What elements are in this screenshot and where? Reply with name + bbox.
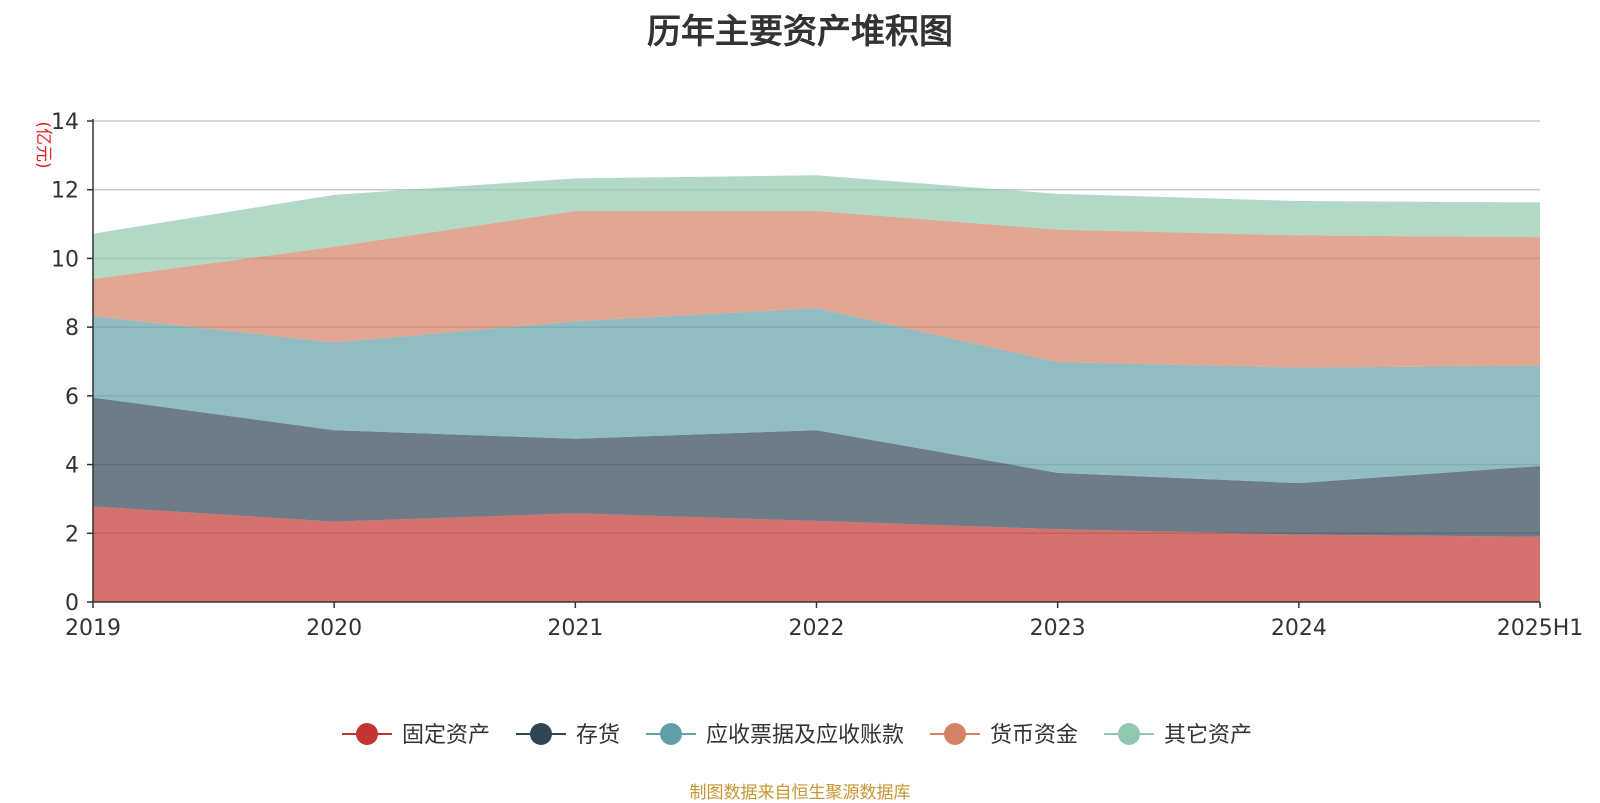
y-tick-label: 0 <box>65 591 79 616</box>
legend-label: 应收票据及应收账款 <box>706 723 904 748</box>
x-tick-label: 2020 <box>306 616 362 641</box>
legend: 固定资产 存货 应收票据及应收账款 货币资金 其它资产 <box>342 723 1252 748</box>
legend-marker <box>356 723 378 745</box>
legend-item: 存货 <box>516 723 620 748</box>
legend-label: 固定资产 <box>402 723 490 748</box>
legend-marker <box>1118 723 1140 745</box>
legend-item: 固定资产 <box>342 723 490 748</box>
x-tick-label: 2021 <box>547 616 603 641</box>
y-tick-label: 8 <box>65 316 79 341</box>
legend-item: 应收票据及应收账款 <box>646 723 904 748</box>
legend-label: 其它资产 <box>1164 723 1252 748</box>
y-tick-label: 2 <box>65 522 79 547</box>
legend-marker <box>660 723 682 745</box>
area-layer <box>93 175 1540 602</box>
legend-item: 货币资金 <box>930 723 1078 748</box>
y-tick-label: 12 <box>51 179 79 204</box>
source-note: 制图数据来自恒生聚源数据库 <box>0 778 1600 803</box>
x-tick-label: 2023 <box>1030 616 1086 641</box>
legend-item: 其它资产 <box>1104 723 1252 748</box>
legend-marker <box>530 723 552 745</box>
y-tick-label: 4 <box>65 454 79 479</box>
y-tick-label: 14 <box>51 110 79 135</box>
legend-label: 存货 <box>576 723 620 748</box>
x-tick-label: 2024 <box>1271 616 1327 641</box>
legend-marker <box>944 723 966 745</box>
x-tick-label: 2022 <box>789 616 845 641</box>
y-axis-unit-label: (亿元) <box>33 121 53 168</box>
legend-label: 货币资金 <box>990 723 1078 748</box>
y-tick-label: 10 <box>51 247 79 272</box>
y-tick-label: 6 <box>65 385 79 410</box>
x-tick-label: 2019 <box>65 616 121 641</box>
x-tick-label: 2025H1 <box>1497 616 1584 641</box>
